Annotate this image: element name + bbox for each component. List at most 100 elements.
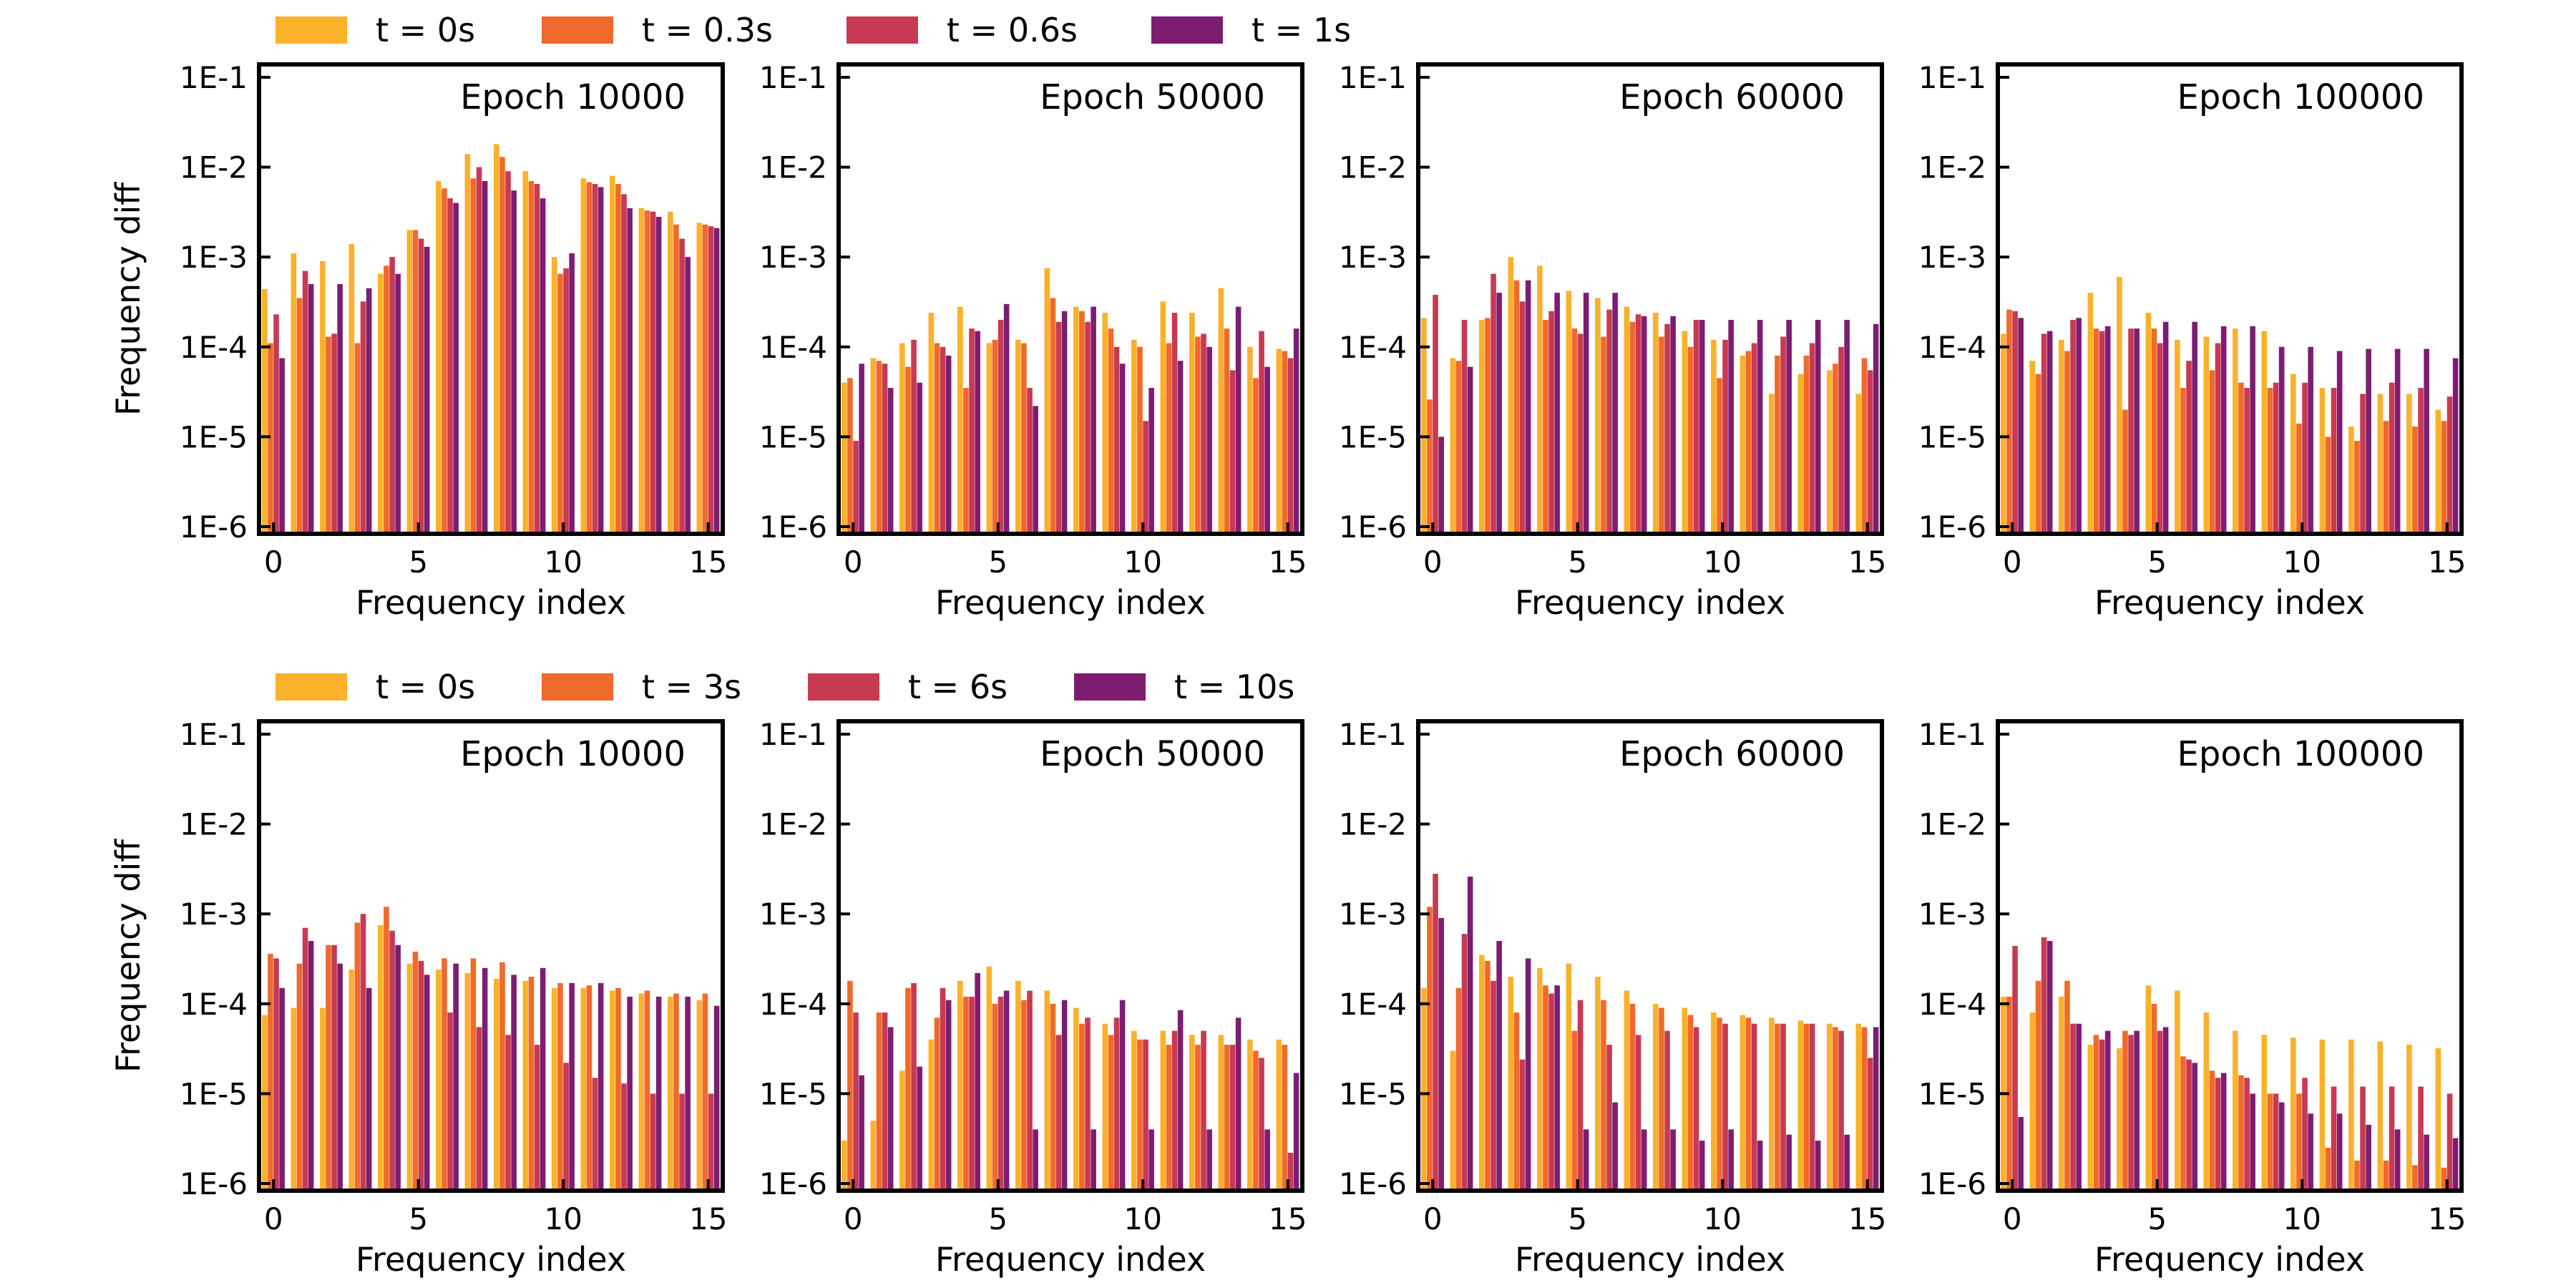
bar bbox=[1044, 990, 1050, 1191]
bar bbox=[1769, 1018, 1775, 1191]
bar bbox=[708, 226, 714, 534]
bar bbox=[1797, 374, 1804, 534]
bar bbox=[1137, 1039, 1143, 1191]
bar bbox=[2267, 388, 2273, 534]
bar bbox=[1612, 293, 1618, 534]
bar bbox=[2059, 996, 2064, 1191]
bar bbox=[1206, 346, 1212, 534]
bar bbox=[992, 339, 998, 534]
bar bbox=[2446, 396, 2453, 534]
bar bbox=[1751, 343, 1757, 534]
bar bbox=[2203, 1012, 2210, 1191]
y-axis-label: Frequency diff bbox=[109, 839, 147, 1073]
bar bbox=[1079, 1023, 1085, 1191]
bar bbox=[1073, 1008, 1079, 1191]
bar bbox=[331, 333, 337, 534]
bar bbox=[1491, 980, 1496, 1191]
bar bbox=[2418, 388, 2424, 534]
epoch-label: Epoch 10000 bbox=[460, 734, 686, 774]
bar bbox=[1027, 990, 1033, 1191]
bar bbox=[876, 1012, 882, 1191]
bar bbox=[1728, 1129, 1734, 1191]
bar bbox=[2151, 1003, 2157, 1191]
bar bbox=[2117, 1048, 2122, 1191]
x-tick-label: 0 bbox=[844, 1201, 863, 1236]
bar bbox=[580, 987, 587, 1191]
plot-frame bbox=[1416, 719, 1884, 1193]
y-tick-label: 1E-4 bbox=[1339, 987, 1407, 1022]
bar bbox=[1276, 348, 1282, 534]
bar bbox=[378, 924, 384, 1191]
plot-frame bbox=[257, 719, 725, 1193]
legend-item: t = 1s bbox=[1151, 11, 1351, 49]
y-tick-label: 1E-1 bbox=[1918, 717, 1986, 752]
bar bbox=[522, 980, 529, 1191]
bar bbox=[1595, 298, 1601, 534]
bar bbox=[2233, 1030, 2238, 1191]
x-tick-label: 10 bbox=[1124, 1201, 1162, 1236]
bar bbox=[1160, 1030, 1166, 1191]
bar bbox=[453, 963, 459, 1191]
bar bbox=[2064, 980, 2070, 1191]
x-tick-label: 10 bbox=[2283, 545, 2321, 580]
x-tick-label: 5 bbox=[409, 1201, 428, 1236]
y-tick-label: 1E-3 bbox=[180, 897, 248, 932]
bar bbox=[2104, 1030, 2111, 1191]
bar bbox=[2180, 388, 2186, 534]
bar bbox=[2151, 328, 2157, 534]
bar bbox=[679, 1093, 685, 1191]
bar bbox=[685, 257, 691, 534]
x-tick-label: 15 bbox=[1848, 1201, 1886, 1236]
bar bbox=[1664, 323, 1670, 534]
bar bbox=[679, 238, 685, 534]
bar bbox=[1537, 265, 1543, 534]
x-tick-label: 0 bbox=[2003, 545, 2022, 580]
bar bbox=[494, 978, 499, 1191]
bar bbox=[482, 967, 488, 1191]
y-tick-label: 1E-5 bbox=[1339, 1076, 1407, 1111]
bar bbox=[354, 343, 361, 534]
epoch-label: Epoch 100000 bbox=[2177, 77, 2424, 117]
x-tick-label: 15 bbox=[1269, 545, 1307, 580]
bar bbox=[2128, 328, 2134, 534]
bar bbox=[1682, 1008, 1688, 1191]
bar bbox=[1635, 1035, 1641, 1191]
bar bbox=[1119, 364, 1126, 534]
bar bbox=[2041, 937, 2047, 1191]
bar bbox=[610, 990, 615, 1191]
chart-panel-4: 1E-6 1E-5 1E-4 1E-3 1E-2 1E-1 0 5 10 15 Epoch 1000… bbox=[1918, 60, 2467, 622]
bar bbox=[2267, 1093, 2273, 1191]
bar bbox=[597, 187, 604, 534]
bar bbox=[2233, 328, 2238, 534]
bar bbox=[1722, 1023, 1728, 1191]
bar bbox=[1160, 301, 1166, 534]
x-tick-label: 0 bbox=[844, 545, 863, 580]
bar bbox=[1571, 328, 1578, 534]
bar bbox=[1780, 1023, 1786, 1191]
bar bbox=[476, 1027, 482, 1191]
bar bbox=[1171, 1030, 1178, 1191]
bar bbox=[2389, 1086, 2395, 1191]
bar bbox=[2192, 321, 2197, 534]
y-axis-label: Frequency diff bbox=[109, 182, 147, 416]
bar bbox=[673, 224, 679, 534]
bar bbox=[406, 963, 413, 1191]
bar bbox=[1461, 934, 1468, 1191]
y-tick-label: 1E-6 bbox=[1918, 509, 1986, 545]
bar bbox=[2001, 333, 2006, 534]
bar bbox=[534, 184, 540, 534]
bar bbox=[2076, 1023, 2082, 1191]
bar bbox=[2435, 409, 2441, 534]
bar bbox=[2029, 361, 2036, 534]
bar bbox=[505, 1035, 511, 1191]
bar bbox=[528, 181, 535, 534]
bar bbox=[1815, 1141, 1821, 1191]
bar bbox=[1061, 1000, 1068, 1191]
x-axis-label: Frequency index bbox=[2094, 1240, 2365, 1279]
bar bbox=[1699, 319, 1705, 534]
bar bbox=[337, 284, 343, 534]
bar bbox=[2175, 339, 2180, 534]
bar bbox=[1595, 976, 1601, 1191]
bar bbox=[2383, 421, 2389, 534]
bar bbox=[586, 182, 592, 534]
